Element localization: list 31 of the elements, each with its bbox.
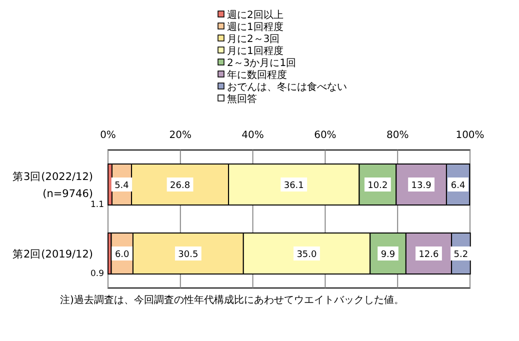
legend-label: 無回答 bbox=[227, 93, 257, 105]
data-label: 0.9 bbox=[90, 269, 104, 279]
data-label: 36.1 bbox=[284, 181, 304, 191]
y-tick-label: 第3回(2022/12) (n=9746) bbox=[12, 171, 93, 200]
data-label: 1.1 bbox=[90, 200, 104, 210]
data-label: 35.0 bbox=[296, 250, 318, 260]
data-label: 10.2 bbox=[368, 181, 388, 191]
data-label: 5.2 bbox=[454, 250, 468, 260]
legend-label: 月に2～3回 bbox=[227, 34, 280, 45]
x-tick-label: 100% bbox=[456, 130, 484, 141]
data-label: 30.5 bbox=[178, 250, 198, 260]
x-tick-label: 80% bbox=[386, 130, 409, 141]
data-label: 6.0 bbox=[114, 250, 130, 260]
x-tick-label: 0% bbox=[100, 130, 116, 141]
legend-label: 週に2回以上 bbox=[227, 9, 284, 21]
x-tick-label: 20% bbox=[169, 130, 192, 141]
data-label: 26.8 bbox=[170, 181, 190, 191]
text: 注)過去調査は、今回調査の性年代構成比にあわせてウエイトバックした値。 bbox=[60, 294, 404, 306]
data-label: 9.9 bbox=[380, 250, 396, 260]
legend-label: 月に1回程度 bbox=[227, 45, 284, 57]
data-label: 5.4 bbox=[114, 181, 130, 191]
y-tick-label: 第2回(2019/12) bbox=[12, 248, 93, 260]
data-label: 12.6 bbox=[418, 250, 440, 260]
legend-label: 年に数回程度 bbox=[227, 69, 287, 81]
legend-label: 2～3か月に1回 bbox=[227, 58, 296, 69]
data-label: 13.9 bbox=[411, 181, 432, 191]
data-label: 6.4 bbox=[450, 181, 466, 191]
legend-label: おでんは、冬には食べない bbox=[227, 81, 347, 93]
x-tick-label: 60% bbox=[314, 130, 336, 141]
legend-label: 週に1回程度 bbox=[227, 21, 284, 33]
x-tick-label: 40% bbox=[242, 130, 264, 141]
